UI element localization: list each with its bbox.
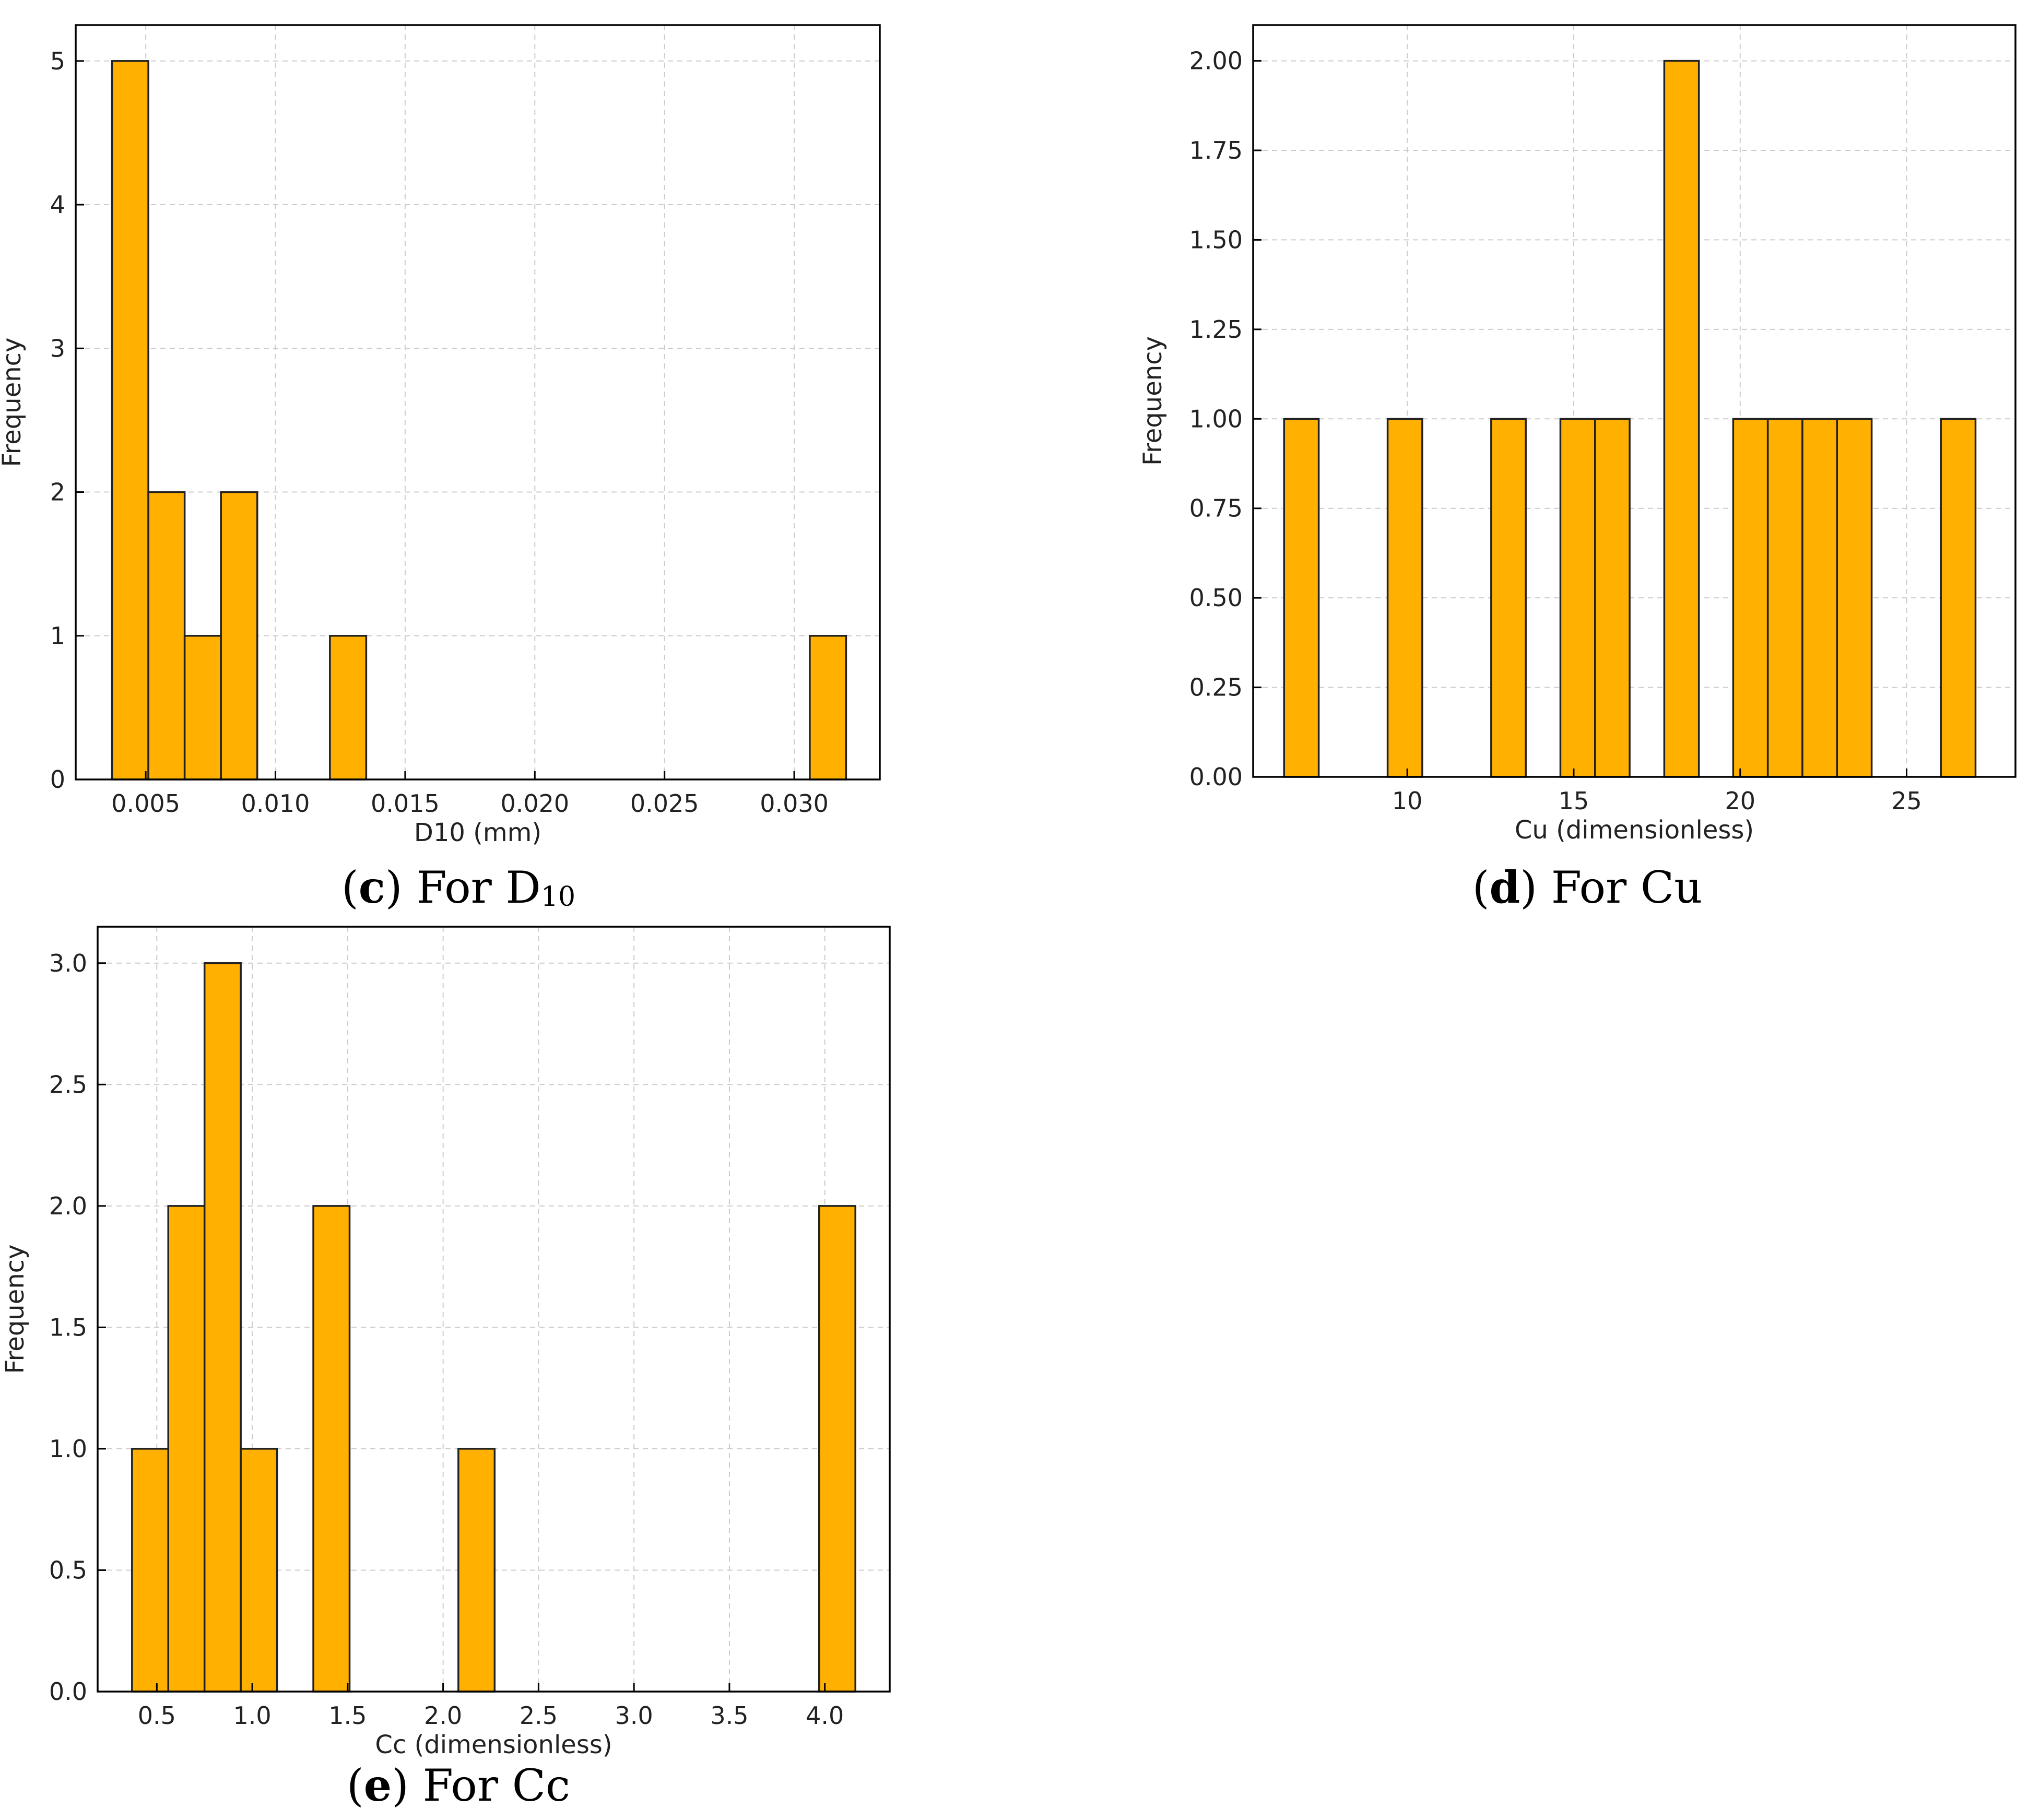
xtick-label-d: 10 bbox=[1392, 787, 1423, 815]
ytick-label-e: 2.0 bbox=[49, 1192, 87, 1220]
xtick-label-e: 1.5 bbox=[328, 1701, 367, 1730]
xtick-label-e: 2.0 bbox=[424, 1701, 462, 1730]
ytick-label-e: 3.0 bbox=[49, 949, 87, 977]
xtick-label-d: 25 bbox=[1891, 787, 1922, 815]
ylabel-e: Frequency bbox=[1, 1245, 30, 1374]
bar-d-8 bbox=[1801, 418, 1838, 778]
bar-c-3 bbox=[220, 491, 258, 781]
bar-e-2 bbox=[203, 962, 242, 1693]
caption-d-letter: d bbox=[1489, 861, 1520, 913]
bar-e-0 bbox=[131, 1448, 170, 1693]
caption-d: (d) For Cu bbox=[1472, 861, 1703, 913]
caption-d-text: For Cu bbox=[1551, 862, 1703, 913]
xtick-label-e: 0.5 bbox=[138, 1701, 176, 1730]
caption-e: (e) For Cc bbox=[346, 1759, 571, 1811]
bars-c bbox=[111, 60, 847, 781]
ytick-label-c: 5 bbox=[50, 47, 65, 75]
caption-e-letter: e bbox=[363, 1759, 392, 1811]
caption-c-letter: c bbox=[358, 861, 385, 913]
ytick-label-d: 1.75 bbox=[1189, 136, 1243, 164]
caption-e-text: For Cc bbox=[422, 1760, 571, 1811]
bar-e-5 bbox=[457, 1448, 496, 1693]
bar-d-5 bbox=[1663, 60, 1700, 778]
bar-e-6 bbox=[818, 1205, 856, 1693]
xlabel-e: Cc (dimensionless) bbox=[375, 1730, 612, 1759]
ytick-label-d: 1.00 bbox=[1189, 405, 1243, 433]
bar-e-3 bbox=[240, 1448, 278, 1693]
bar-c-0 bbox=[111, 60, 149, 781]
ytick-label-d: 1.50 bbox=[1189, 226, 1243, 254]
bar-c-5 bbox=[809, 635, 847, 781]
bar-e-4 bbox=[312, 1205, 351, 1693]
xtick-label-c: 0.015 bbox=[371, 789, 440, 818]
xtick-label-e: 3.5 bbox=[710, 1701, 748, 1730]
ylabel-d: Frequency bbox=[1138, 336, 1168, 466]
ytick-label-d: 0.75 bbox=[1189, 494, 1243, 523]
xtick-label-c: 0.030 bbox=[760, 789, 829, 818]
xtick-label-c: 0.025 bbox=[630, 789, 699, 818]
ytick-label-c: 1 bbox=[50, 622, 65, 650]
bar-d-9 bbox=[1836, 418, 1873, 778]
xtick-label-e: 4.0 bbox=[806, 1701, 844, 1730]
caption-c: (c) For D10 bbox=[341, 861, 576, 913]
ytick-label-e: 1.5 bbox=[49, 1313, 87, 1341]
ytick-label-c: 2 bbox=[50, 478, 65, 506]
bar-d-1 bbox=[1386, 418, 1423, 778]
bar-d-6 bbox=[1732, 418, 1769, 778]
xtick-label-d: 20 bbox=[1725, 787, 1755, 815]
xtick-label-c: 0.005 bbox=[111, 789, 180, 818]
ytick-label-d: 0.00 bbox=[1189, 763, 1243, 791]
axes-frame-e bbox=[97, 926, 891, 1693]
xtick-label-e: 1.0 bbox=[233, 1701, 272, 1730]
ytick-label-e: 1.0 bbox=[49, 1435, 87, 1463]
caption-c-text: For D bbox=[416, 862, 541, 913]
axes-frame-d bbox=[1252, 24, 2017, 778]
ytick-label-d: 2.00 bbox=[1189, 47, 1243, 75]
ytick-label-c: 4 bbox=[50, 191, 65, 219]
xlabel-c: D10 (mm) bbox=[414, 818, 541, 847]
ytick-label-e: 2.5 bbox=[49, 1070, 87, 1098]
axes-frame-c bbox=[75, 24, 881, 781]
ytick-label-d: 1.25 bbox=[1189, 315, 1243, 344]
caption-c-sub: 10 bbox=[540, 881, 576, 913]
xtick-label-e: 2.5 bbox=[520, 1701, 558, 1730]
ytick-label-c: 0 bbox=[50, 765, 65, 794]
ylabel-c: Frequency bbox=[0, 338, 27, 467]
bar-e-1 bbox=[167, 1205, 206, 1693]
ytick-label-c: 3 bbox=[50, 334, 65, 362]
bar-d-10 bbox=[1940, 418, 1977, 778]
xtick-label-c: 0.020 bbox=[500, 789, 569, 818]
ytick-label-e: 0.5 bbox=[49, 1556, 87, 1584]
ytick-label-e: 0.0 bbox=[49, 1677, 87, 1706]
xlabel-d: Cu (dimensionless) bbox=[1515, 816, 1754, 845]
xtick-label-c: 0.010 bbox=[241, 789, 310, 818]
ytick-label-d: 0.50 bbox=[1189, 584, 1243, 612]
xtick-label-d: 15 bbox=[1559, 787, 1589, 815]
ytick-label-d: 0.25 bbox=[1189, 673, 1243, 702]
xtick-label-e: 3.0 bbox=[615, 1701, 653, 1730]
